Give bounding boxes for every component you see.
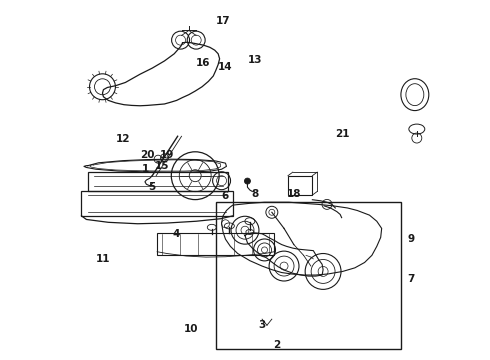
Text: 17: 17 — [216, 17, 230, 27]
Text: 18: 18 — [287, 189, 301, 199]
Text: 6: 6 — [222, 191, 229, 201]
Text: 15: 15 — [155, 161, 169, 171]
Text: 11: 11 — [96, 254, 111, 264]
Text: 7: 7 — [407, 274, 415, 284]
Text: 16: 16 — [196, 58, 211, 68]
Text: 3: 3 — [258, 320, 266, 330]
Text: 20: 20 — [140, 150, 155, 160]
Text: 14: 14 — [218, 62, 233, 72]
Text: 1: 1 — [141, 164, 148, 174]
Text: 4: 4 — [173, 229, 180, 239]
Text: 21: 21 — [335, 129, 350, 139]
Text: 2: 2 — [273, 340, 280, 350]
Circle shape — [245, 178, 250, 184]
Text: 9: 9 — [407, 234, 415, 244]
Text: 10: 10 — [184, 324, 198, 334]
Text: 19: 19 — [160, 150, 174, 160]
Text: 13: 13 — [247, 55, 262, 65]
Text: 8: 8 — [251, 189, 258, 199]
Text: 5: 5 — [148, 182, 156, 192]
Text: 12: 12 — [116, 134, 130, 144]
